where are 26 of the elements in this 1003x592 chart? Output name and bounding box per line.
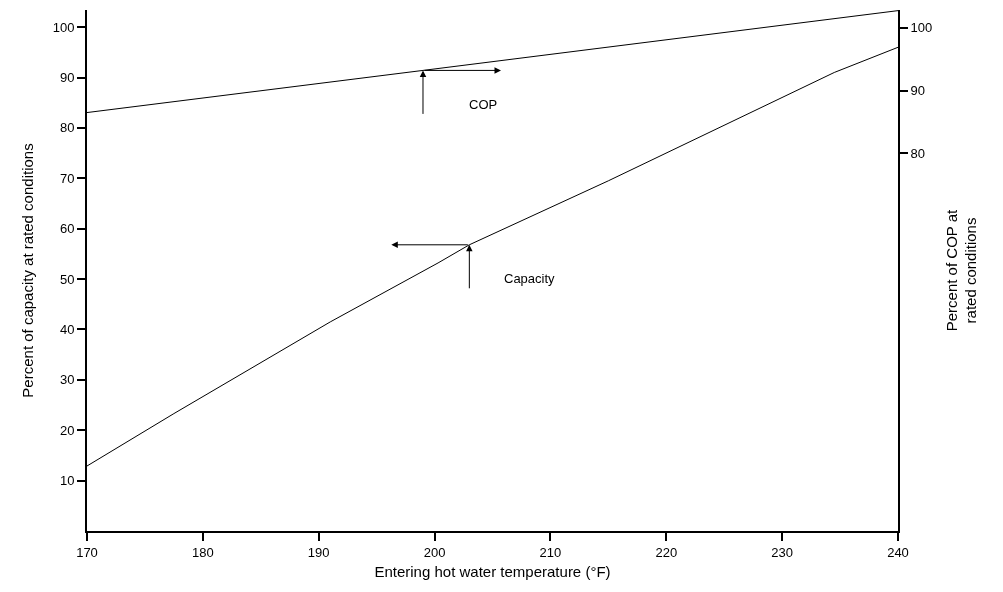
y-tick-label: 100 <box>52 19 75 35</box>
y-tick-label: 80 <box>59 120 75 136</box>
y2-tick-label: 90 <box>910 83 926 99</box>
y-tick-label: 50 <box>59 271 75 287</box>
y-tick-label: 90 <box>59 70 75 86</box>
x-tick-label: 220 <box>655 544 678 560</box>
x-tick-label: 240 <box>887 544 909 560</box>
x-axis-title: Entering hot water temperature (°F) <box>374 563 611 581</box>
x-tick-label: 200 <box>423 544 446 560</box>
text: COP <box>469 97 498 112</box>
y2-tick-label: 80 <box>910 146 926 162</box>
y2-tick-label: 100 <box>910 20 933 36</box>
x-tick-label: 190 <box>307 544 330 560</box>
y-tick-label: 30 <box>59 372 75 388</box>
y-tick-label: 20 <box>59 422 75 438</box>
x-tick-label: 210 <box>539 544 562 560</box>
y-tick-label: 10 <box>59 473 75 489</box>
x-tick-label: 170 <box>76 544 98 560</box>
y-axis-title: Percent of capacity at rated conditions <box>19 143 37 398</box>
y-tick-label: 40 <box>59 322 75 337</box>
y2-axis-title: Percent of COP at rated conditions <box>942 208 980 332</box>
y-tick-label: 70 <box>59 170 75 186</box>
y-tick-label: 60 <box>59 221 75 237</box>
x-tick-label: 230 <box>771 544 793 560</box>
text: Capacity <box>504 271 556 286</box>
x-tick-label: 180 <box>192 544 214 560</box>
